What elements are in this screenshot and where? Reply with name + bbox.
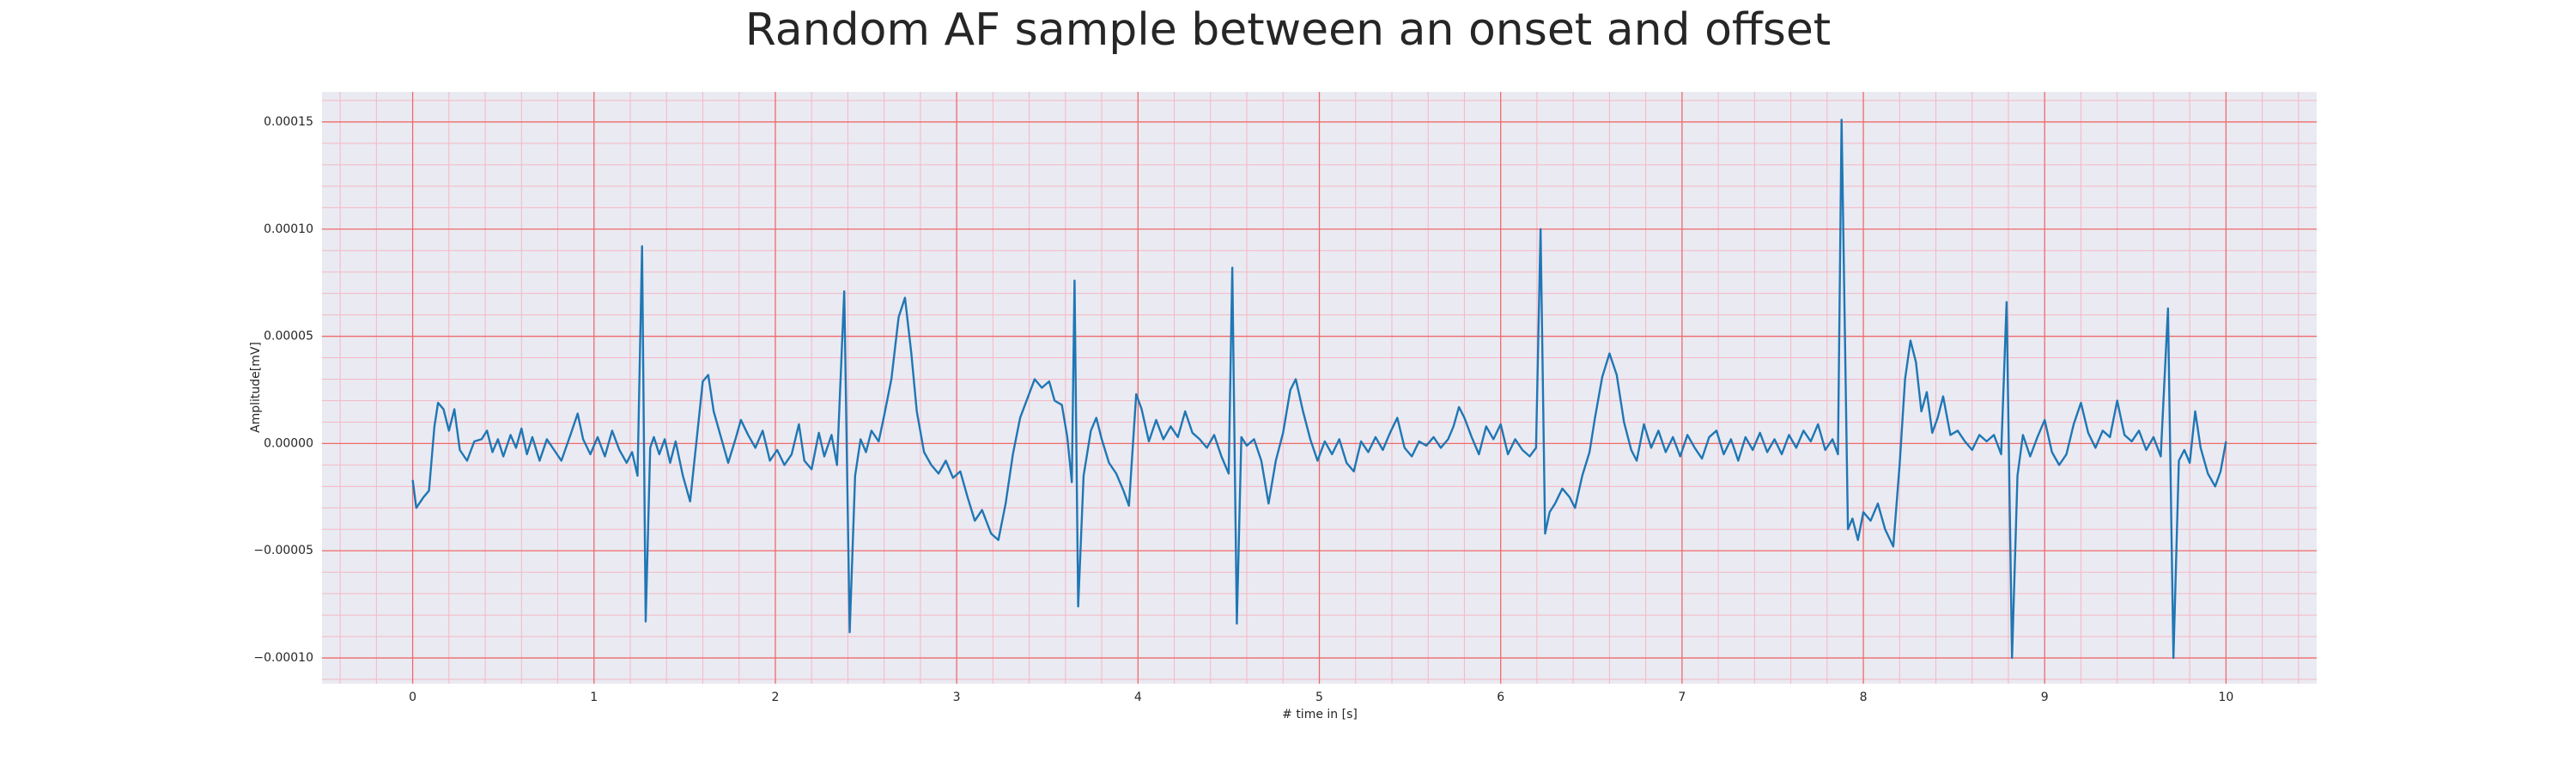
x-tick-label: 3: [953, 691, 961, 704]
x-tick-label: 2: [771, 691, 779, 704]
tick-labels: 0 1 2 3 4 5 6 7 8 9 10 −0.00010 −0.00005 0.00000 0.000…: [253, 115, 2233, 704]
x-tick-label: 5: [1315, 691, 1323, 704]
signal-line: [411, 119, 2227, 660]
chart-title: Random AF sample between an onset and of…: [745, 4, 1831, 56]
x-tick-label: 0: [409, 691, 416, 704]
y-tick-label: −0.00010: [253, 651, 313, 665]
x-tick-label: 10: [2218, 691, 2233, 704]
y-tick-label: 0.00000: [264, 436, 313, 450]
x-tick-label: 4: [1134, 691, 1142, 704]
x-axis-label: # time in [s]: [1282, 708, 1358, 721]
x-tick-label: 1: [590, 691, 598, 704]
y-tick-label: 0.00015: [264, 115, 313, 129]
x-tick-label: 6: [1497, 691, 1504, 704]
y-tick-label: −0.00005: [253, 544, 313, 557]
y-tick-label: 0.00005: [264, 330, 313, 344]
major-grid: [322, 92, 2317, 684]
plot-lines: [411, 119, 2227, 660]
y-axis-label: Amplitude[mV]: [249, 342, 263, 433]
x-tick-label: 7: [1678, 691, 1686, 704]
x-tick-label: 9: [2041, 691, 2049, 704]
x-tick-label: 8: [1860, 691, 1868, 704]
y-tick-label: 0.00010: [264, 222, 313, 236]
